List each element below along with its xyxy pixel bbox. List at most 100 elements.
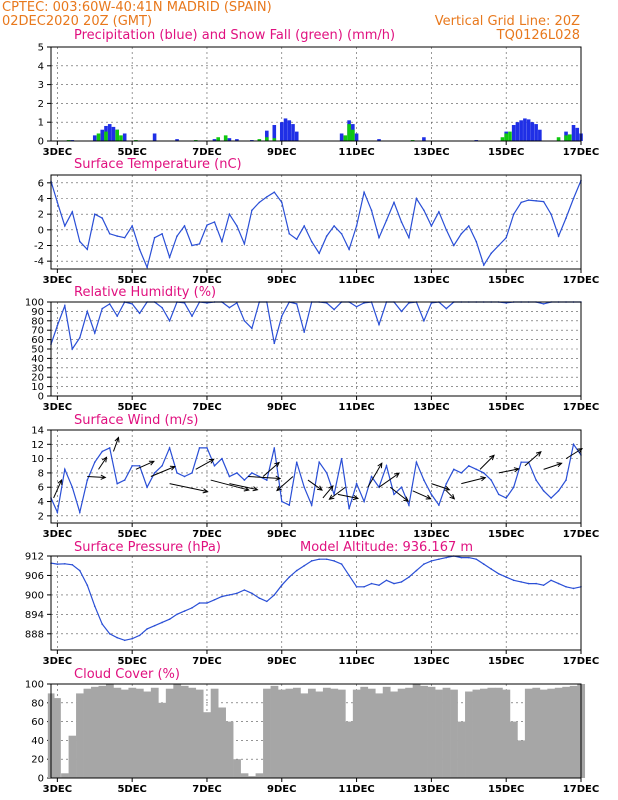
cloud-cover-bar (412, 684, 421, 778)
pressure-data-point (467, 556, 470, 559)
temperature-y-tick-label: 6 (38, 178, 44, 189)
wind-data-point (183, 475, 186, 478)
wind-vector-head (169, 465, 176, 471)
humidity-data-point (273, 342, 276, 345)
temperature-data-point (325, 235, 328, 237)
precipitation-bar-rain (279, 122, 284, 141)
wind-vector-shaft (378, 472, 400, 488)
precipitation-bar-snow (223, 135, 228, 141)
precipitation-bar-rain (152, 133, 157, 141)
cloud-cover-bar (420, 685, 428, 778)
pressure-data-point (138, 634, 141, 637)
wind-data-point (310, 504, 313, 506)
cloud-cover-bar (457, 721, 466, 778)
pressure-data-point (355, 585, 358, 588)
panel-title-wind: Surface Wind (m/s) (74, 413, 198, 428)
precipitation-bar-rain (100, 129, 105, 141)
precipitation-y-tick-label: 0 (38, 137, 44, 148)
humidity-data-point (206, 302, 208, 304)
precipitation-bar-rain (92, 135, 97, 141)
temperature-data-point (475, 240, 478, 243)
wind-data-point (93, 461, 96, 463)
temperature-data-point (288, 232, 291, 235)
temperature-data-point (161, 232, 163, 235)
wind-vector-shaft (169, 483, 208, 493)
cloud-cover-bar (397, 688, 406, 778)
pressure-data-point (512, 579, 515, 582)
precipitation-x-tick-label: 15DEC (488, 147, 524, 158)
wind-data-point (460, 472, 463, 474)
precipitation-y-tick-label: 5 (38, 43, 44, 54)
cloud-cover-bar (569, 685, 578, 778)
cloud-cover-bar (150, 687, 159, 778)
wind-x-tick-label: 17DEC (563, 529, 599, 540)
humidity-data-point (251, 327, 253, 330)
cloud-cover-bar (337, 689, 346, 778)
wind-data-point (438, 504, 440, 506)
cloud-cover-bar (225, 721, 234, 778)
temperature-data-point (572, 197, 575, 200)
precipitation-bar-rain (534, 124, 538, 141)
wind-data-point (123, 479, 126, 481)
humidity-x-tick-label: 15DEC (488, 402, 524, 413)
temperature-data-point (527, 199, 530, 201)
cloud-cover-x-tick-label: 3DEC (43, 784, 72, 795)
precipitation-bar-rain (515, 122, 520, 141)
humidity-data-point (423, 320, 425, 322)
humidity-data-point (505, 302, 507, 304)
wind-data-point (550, 497, 552, 499)
precipitation-bar-rain (377, 139, 381, 141)
wind-y-tick-label: 14 (31, 426, 44, 437)
cloud-cover-frame (50, 683, 582, 779)
temperature-data-point (273, 191, 276, 194)
panel-title-humidity: Relative Humidity (%) (74, 285, 216, 300)
cloud-cover-bar (173, 684, 182, 778)
humidity-data-point (378, 323, 380, 326)
wind-panel: 2 4 6 8 10 12 14 3DEC 5DEC 7DEC 9DEC 11DEC 13DEC 15DE… (31, 426, 599, 541)
humidity-data-point (116, 315, 119, 317)
wind-vector-head (377, 462, 383, 469)
precipitation-bar-rain (519, 120, 523, 141)
temperature-data-point (542, 200, 545, 203)
wind-data-point (490, 479, 493, 481)
wind-x-tick-label: 7DEC (192, 529, 221, 540)
wind-data-point (393, 493, 395, 496)
humidity-y-tick-label: 100 (25, 298, 44, 309)
wind-data-point (423, 479, 425, 481)
temperature-x-tick-label: 3DEC (43, 275, 72, 286)
panel-title-temperature: Surface Temperature (nC) (74, 157, 242, 172)
pressure-data-point (266, 600, 268, 603)
temperature-data-point (333, 225, 335, 227)
precipitation-bar-snow (119, 135, 123, 141)
header-model-code: TQ0126L028 (496, 28, 580, 43)
cloud-cover-bar (390, 691, 399, 778)
cloud-cover-bar (494, 687, 503, 778)
wind-y-tick-label: 6 (38, 483, 44, 494)
cloud-cover-bar (98, 685, 107, 778)
pressure-data-point (101, 623, 104, 625)
pressure-data-point (505, 576, 507, 578)
wind-vector-shaft (87, 476, 106, 478)
wind-data-point (520, 461, 522, 463)
temperature-data-point (198, 243, 201, 245)
temperature-data-point (236, 225, 238, 227)
pressure-data-point (123, 639, 126, 642)
temperature-data-point (340, 232, 343, 235)
wind-data-point (213, 464, 216, 467)
pressure-x-tick-label: 17DEC (563, 656, 599, 667)
wind-data-point (288, 504, 291, 506)
cloud-cover-bar (83, 688, 92, 778)
wind-vector-shaft (229, 483, 258, 491)
precipitation-bar-rain (283, 118, 288, 141)
pressure-data-point (243, 589, 246, 591)
humidity-data-point (445, 307, 448, 310)
precipitation-bar-rain (354, 133, 359, 141)
temperature-data-point (497, 244, 500, 247)
cloud-cover-bar (360, 686, 369, 778)
temperature-data-point (467, 225, 470, 227)
precipitation-bar-snow (564, 135, 568, 141)
precipitation-bar-snow (343, 135, 348, 141)
temperature-data-point (393, 201, 395, 204)
pressure-data-point (161, 621, 163, 624)
temperature-data-point (168, 256, 171, 259)
